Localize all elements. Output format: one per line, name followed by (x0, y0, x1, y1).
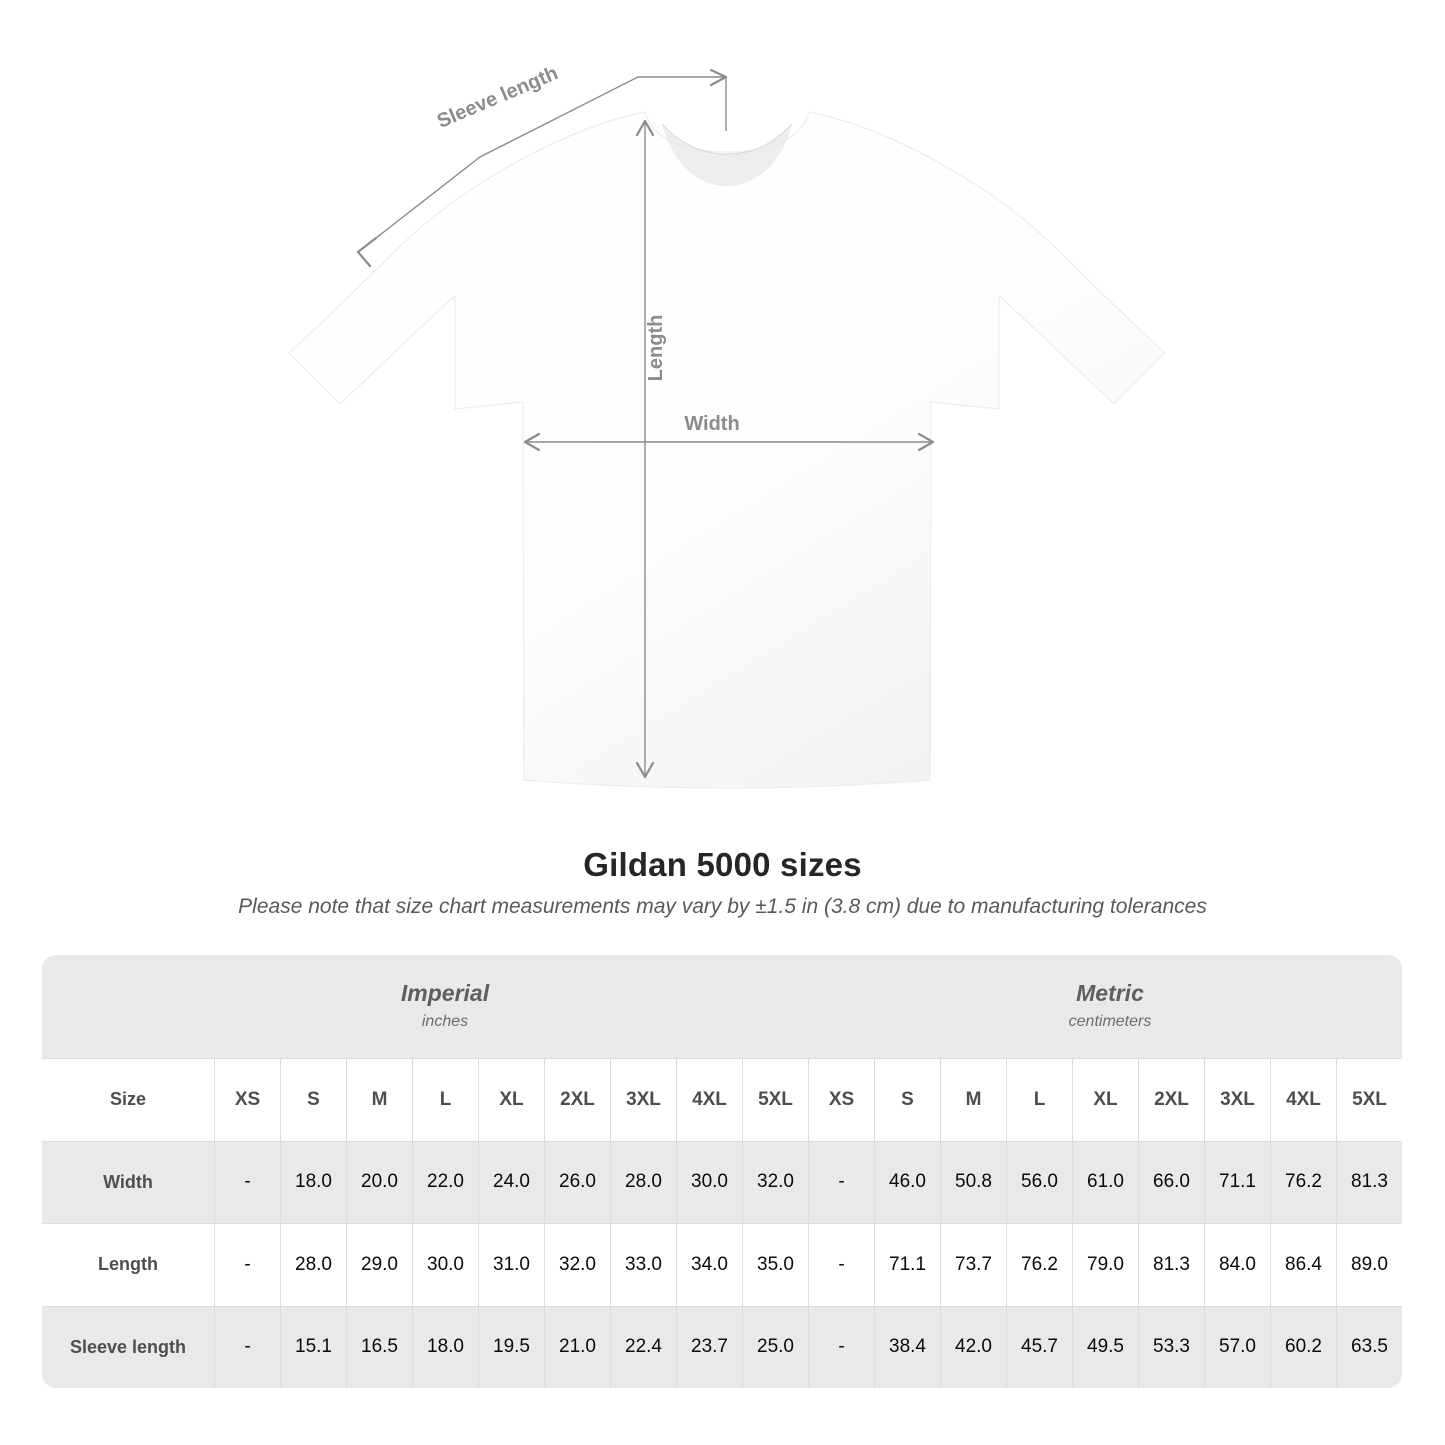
svg-text:Length: Length (645, 315, 667, 382)
svg-text:Sleeve length: Sleeve length (434, 62, 561, 133)
svg-text:Width: Width (684, 413, 739, 435)
